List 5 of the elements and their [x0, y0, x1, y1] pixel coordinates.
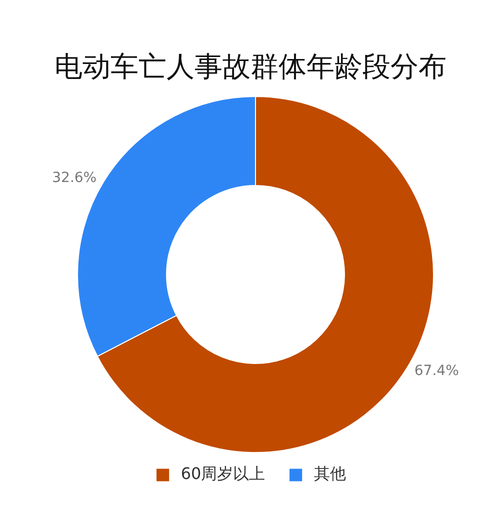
legend-label: 60周岁以上 [180, 464, 266, 485]
chart-title: 电动车亡人事故群体年龄段分布 [54, 50, 446, 83]
data-label: 67.4% [414, 363, 459, 380]
data-label: 32.6% [52, 170, 97, 186]
legend-label: 其他 [314, 464, 346, 485]
